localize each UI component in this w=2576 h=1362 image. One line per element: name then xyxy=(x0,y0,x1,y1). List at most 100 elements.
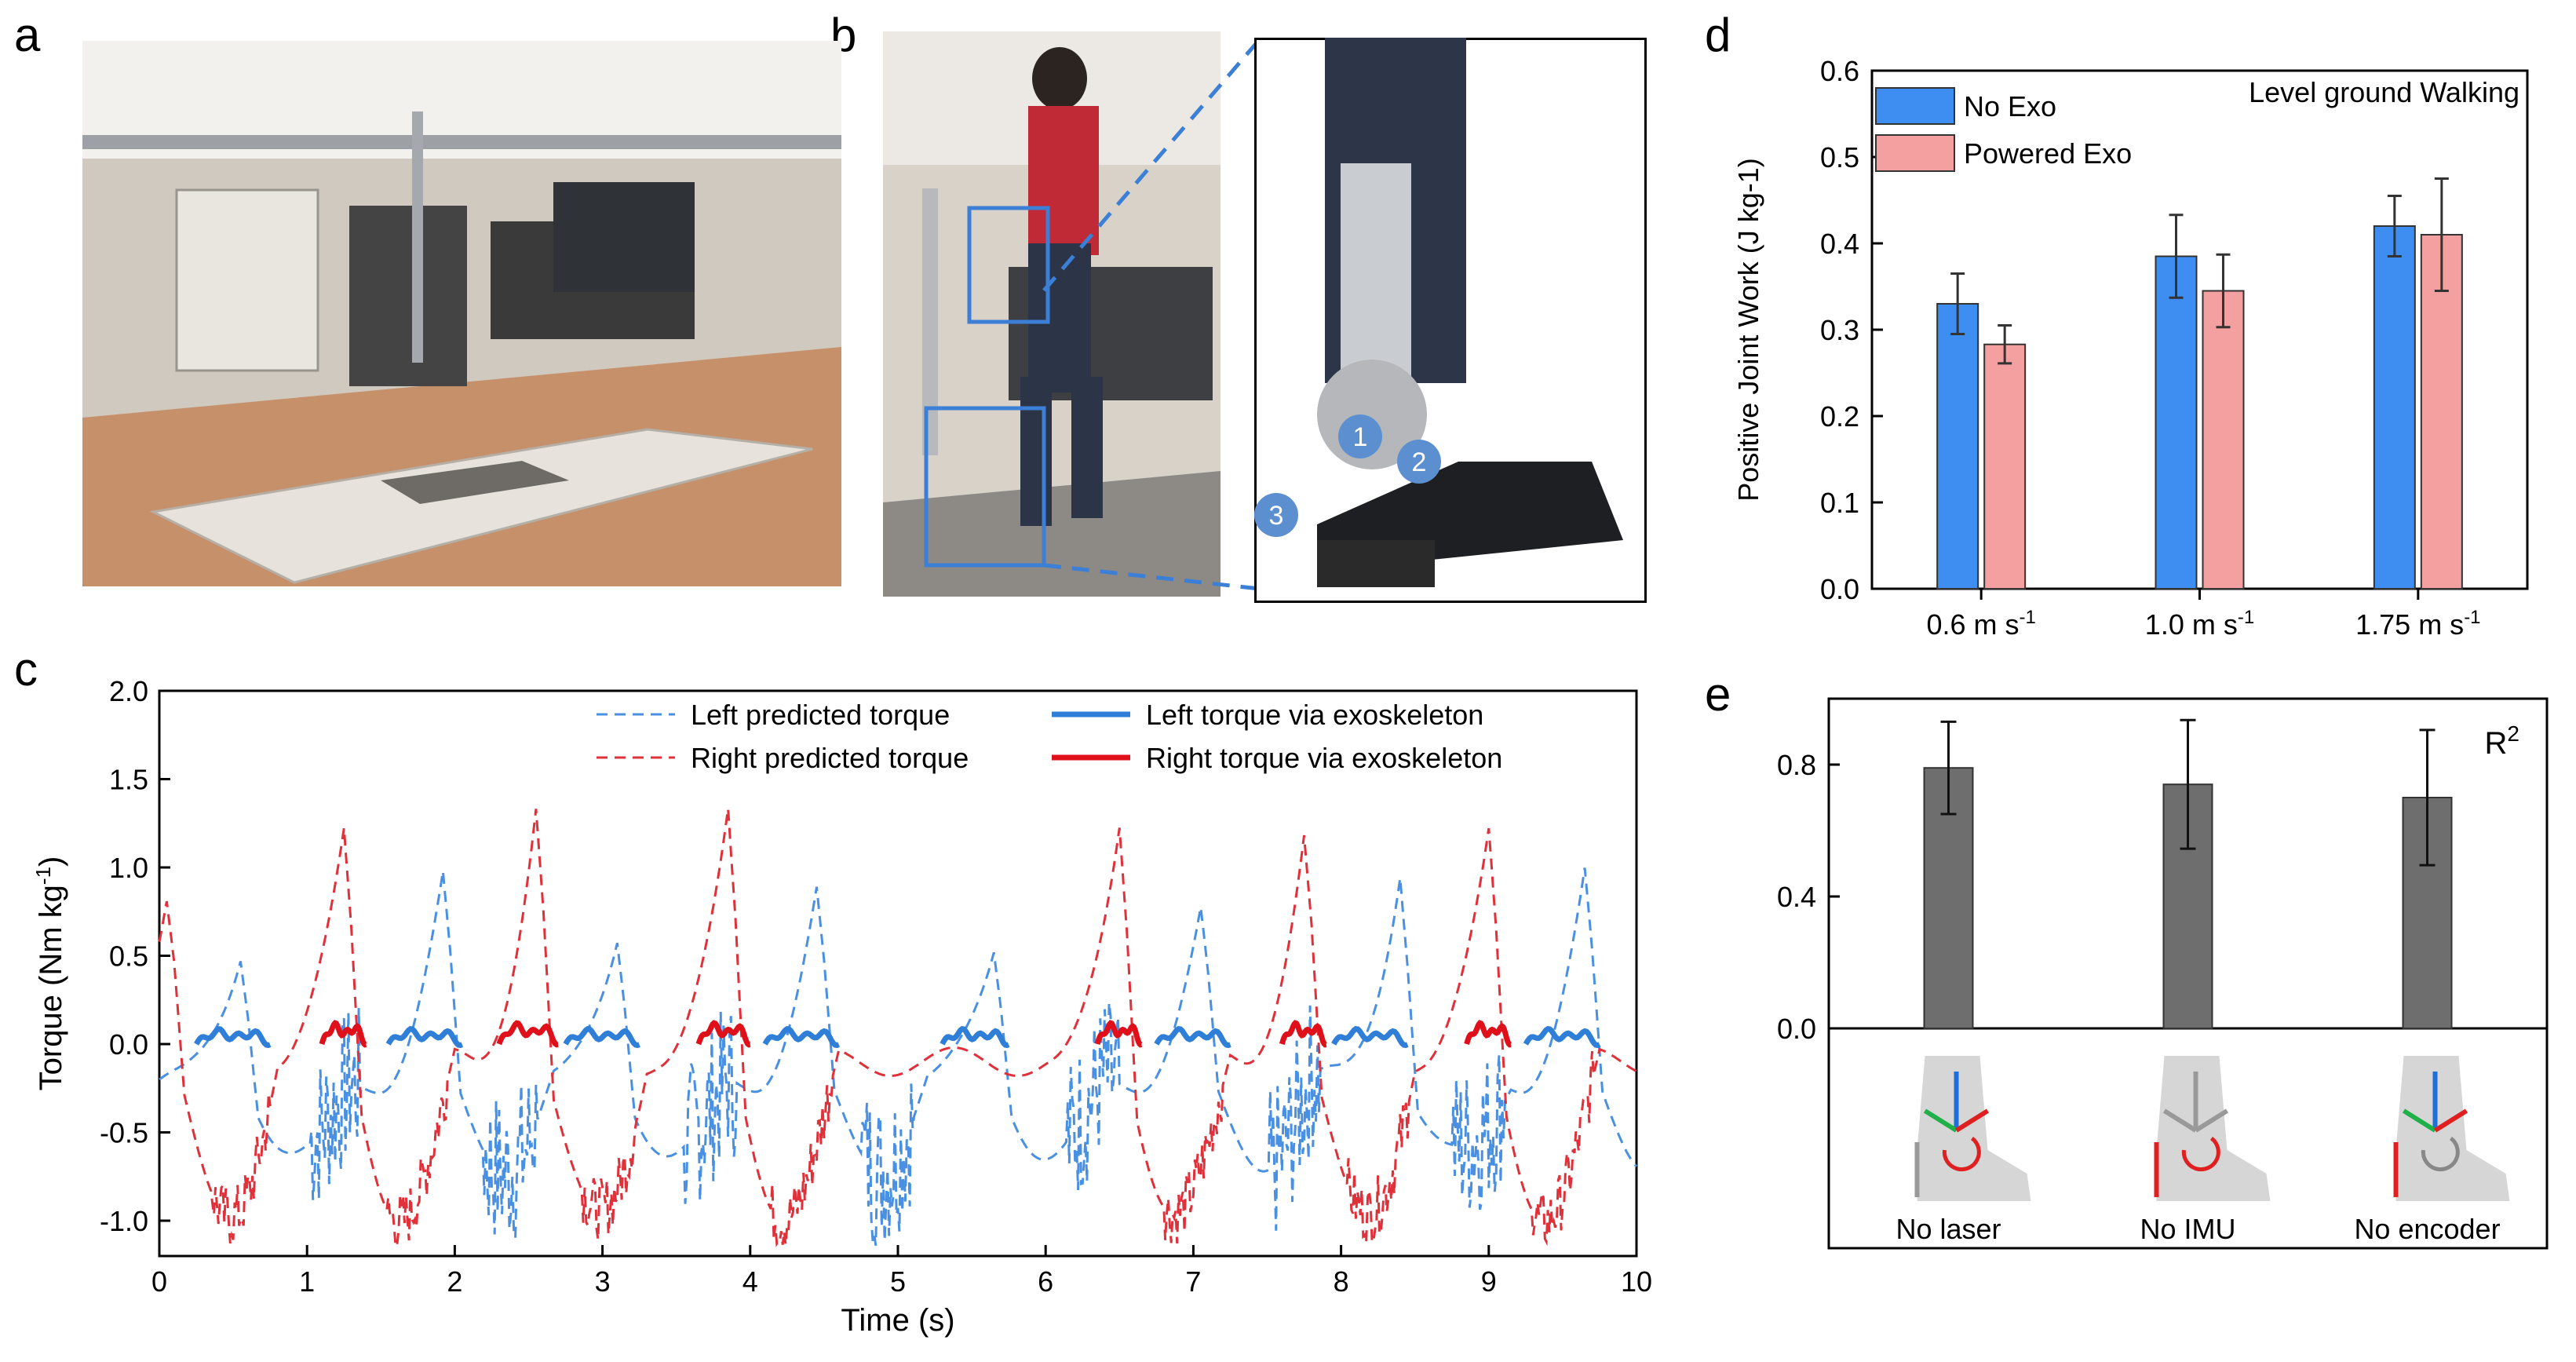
x-tick-label: 10 xyxy=(1621,1265,1652,1298)
x-tick-label: 7 xyxy=(1185,1265,1201,1298)
panel-letter-e: e xyxy=(1705,668,1731,721)
right-exo-torque-segment xyxy=(1279,1020,1327,1048)
y-tick-label: 0.0 xyxy=(109,1028,148,1061)
chart-annotation: Level ground Walking xyxy=(2249,76,2519,108)
y-tick-label: 0.5 xyxy=(109,940,148,973)
panel-letter-c: c xyxy=(14,643,38,696)
left-predicted-torque-line xyxy=(159,867,1638,1246)
side-arrow xyxy=(2402,1108,2437,1133)
y-tick-label: 0.5 xyxy=(1820,141,1859,173)
svg-text:1: 1 xyxy=(1353,422,1368,452)
x-tick-label: 0.6 m s-1 xyxy=(1926,607,2035,641)
left-exo-torque-segment xyxy=(762,1026,840,1049)
panel-letter-a: a xyxy=(14,9,41,61)
foot-shape xyxy=(2395,1056,2510,1201)
legend-label: No Exo xyxy=(1964,90,2056,122)
y-tick-label: 0.8 xyxy=(1777,749,1816,781)
left-exo-torque-segment xyxy=(194,1026,272,1049)
walking-subject-photo xyxy=(883,31,1220,597)
r-squared-annotation: R2 xyxy=(2485,721,2519,761)
left-exo-torque-segment xyxy=(1331,1026,1409,1049)
y-tick-label: -1.0 xyxy=(100,1205,148,1237)
plot-frame xyxy=(158,689,1638,1258)
y-tick-label: 0.0 xyxy=(1820,573,1859,605)
category-label: No IMU xyxy=(2140,1213,2235,1245)
rotation-arrow xyxy=(2181,1136,2220,1172)
y-tick-label: 0.0 xyxy=(1777,1013,1816,1045)
y-tick-label: 2.0 xyxy=(109,675,148,707)
y-tick-label: 0.4 xyxy=(1777,881,1816,913)
forward-arrow xyxy=(1954,1108,1990,1133)
chart-c-torque: -1.0 -0.5 0.0 0.5 1.0 1.5 2.0 0 1 2 3 4 5 6 7 8 9 10 Time … xyxy=(31,675,1652,1338)
bar xyxy=(2402,797,2453,1029)
x-tick-label: 1.0 m s-1 xyxy=(2145,607,2254,641)
left-exo-torque-segment xyxy=(563,1026,640,1049)
marker-2: 2 xyxy=(1397,440,1441,484)
left-exo-torque-segment xyxy=(940,1026,1010,1049)
right-exo-torque-segment xyxy=(695,1020,751,1048)
x-tick-label: 4 xyxy=(743,1265,758,1298)
bar xyxy=(1983,343,2027,590)
legend-label: Powered Exo xyxy=(1964,137,2132,170)
rotation-arrow xyxy=(2421,1136,2460,1172)
svg-text:2: 2 xyxy=(1412,447,1427,477)
side-arrow xyxy=(1923,1108,1958,1133)
foot-sensor-icon xyxy=(2154,1056,2271,1201)
x-tick-label: 9 xyxy=(1481,1265,1497,1298)
category-label: No laser xyxy=(1896,1213,2001,1245)
y-axis-label: Torque (Nm kg-1) xyxy=(31,856,68,1091)
y-tick-label: 0.2 xyxy=(1820,400,1859,433)
marker-1: 1 xyxy=(1338,414,1382,458)
chart-d-joint-work: 0.0 0.1 0.2 0.3 0.4 0.5 0.6 Positive Joint Work… xyxy=(1732,55,2529,641)
bar xyxy=(2202,290,2245,590)
left-exo-torque-segment xyxy=(1523,1026,1601,1049)
foot-shape xyxy=(1917,1056,2031,1201)
y-axis-label: Positive Joint Work (J kg-1) xyxy=(1732,158,1764,501)
x-tick-label: 1.75 m s-1 xyxy=(2355,607,2480,641)
bar xyxy=(2373,225,2416,590)
right-exo-torque-segment xyxy=(1094,1020,1143,1048)
y-tick-label: 1.5 xyxy=(109,764,148,796)
bar xyxy=(2155,255,2198,590)
x-tick-label: 0 xyxy=(151,1265,167,1298)
x-tick-label: 3 xyxy=(595,1265,611,1298)
chart-e-r2: 0.0 0.4 0.8 No laser No IMU No encoder R2 xyxy=(1777,697,2549,1250)
left-exo-torque-segment xyxy=(1154,1026,1231,1049)
right-exo-torque-segment xyxy=(496,1020,559,1048)
side-arrow xyxy=(2162,1108,2198,1133)
legend-swatch xyxy=(1875,87,1955,125)
right-exo-torque-segment xyxy=(1464,1020,1512,1048)
panel-letter-d: d xyxy=(1705,9,1731,61)
y-tick-label: 0.4 xyxy=(1820,228,1859,260)
marker-3: 3 xyxy=(1254,493,1298,537)
x-tick-label: 1 xyxy=(299,1265,315,1298)
zoom-connector-lines xyxy=(1042,38,1261,591)
lab-room-photo xyxy=(82,41,841,586)
y-tick-label: 1.0 xyxy=(109,852,148,884)
legend-swatch xyxy=(1875,134,1955,172)
y-tick-label: 0.6 xyxy=(1820,55,1859,87)
category-label: No encoder xyxy=(2354,1213,2500,1245)
bar xyxy=(2420,234,2463,590)
y-tick-label: 0.1 xyxy=(1820,487,1859,519)
x-tick-label: 2 xyxy=(447,1265,462,1298)
foot-shape xyxy=(2156,1056,2271,1201)
right-exo-torque-segment xyxy=(319,1020,367,1048)
foot-sensor-icon xyxy=(2393,1056,2510,1201)
right-predicted-torque-line xyxy=(158,808,1637,1251)
foot-sensor-icon xyxy=(1914,1056,2031,1201)
legend-label: Left torque via exoskeleton xyxy=(1146,699,1483,731)
legend-label: Left predicted torque xyxy=(691,699,950,731)
left-exo-torque-segment xyxy=(385,1026,464,1049)
legend-label: Right torque via exoskeleton xyxy=(1146,742,1502,774)
exoskeleton-closeup-photo: 1 2 3 xyxy=(1254,38,1647,603)
y-tick-label: -0.5 xyxy=(100,1117,148,1149)
rotation-arrow xyxy=(1942,1136,1981,1172)
bar xyxy=(1936,303,1979,590)
forward-arrow xyxy=(2433,1108,2468,1133)
legend-label: Right predicted torque xyxy=(691,742,969,774)
x-tick-label: 6 xyxy=(1038,1265,1053,1298)
x-axis-label: Time (s) xyxy=(841,1303,954,1338)
svg-text:3: 3 xyxy=(1269,501,1284,531)
x-tick-label: 5 xyxy=(890,1265,906,1298)
